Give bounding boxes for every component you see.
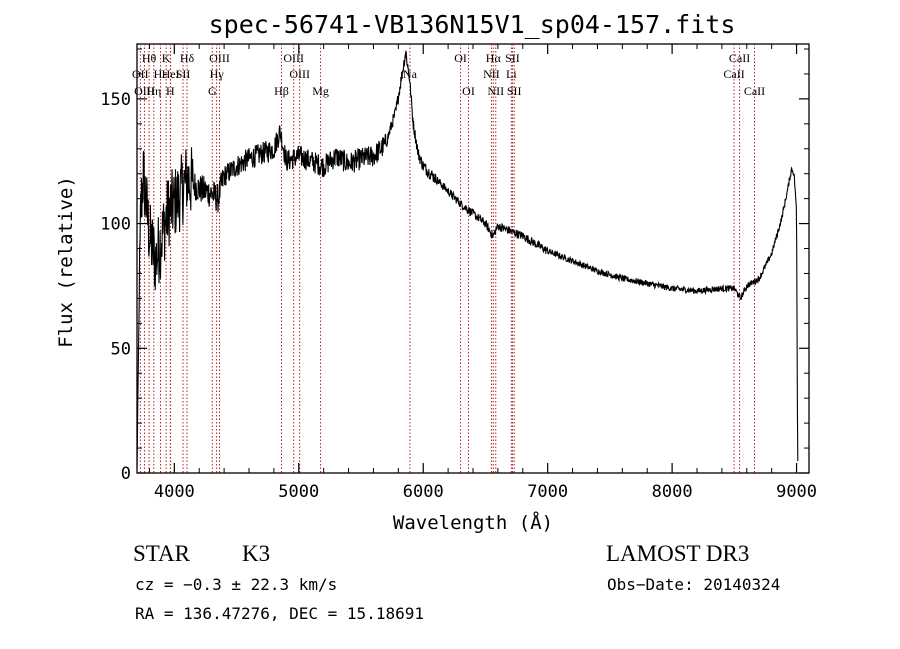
line-marker-label: OIII	[289, 67, 310, 81]
line-marker-label: Hθ	[142, 51, 157, 65]
line-marker-label: G	[208, 84, 217, 98]
object-subclass: K3	[242, 541, 270, 566]
y-axis-label: Flux (relative)	[55, 176, 77, 348]
line-marker-label: Hη	[146, 84, 161, 98]
y-tick-label: 150	[100, 90, 131, 110]
line-marker-label: OIII	[209, 51, 230, 65]
line-marker-label: NII	[483, 67, 500, 81]
line-marker-label: Mg	[312, 84, 329, 98]
line-marker-label: Li	[506, 67, 517, 81]
line-marker-label: OIII	[134, 84, 155, 98]
x-tick-label: 9000	[776, 482, 817, 502]
x-tick-label: 4000	[154, 482, 195, 502]
object-class: STAR	[133, 541, 191, 566]
line-marker-label: Hγ	[210, 67, 225, 81]
x-tick-label: 6000	[403, 482, 444, 502]
obs-date-text: Obs−Date: 20140324	[607, 575, 780, 594]
line-marker-label: CaII	[744, 84, 765, 98]
x-tick-label: 7000	[527, 482, 568, 502]
line-marker-label: Hε	[154, 67, 168, 81]
y-tick-label: 0	[121, 464, 131, 484]
line-marker-label: SII	[176, 67, 191, 81]
line-marker-label: NII	[487, 84, 504, 98]
line-marker-label: Hβ	[274, 84, 289, 98]
x-tick-label: 5000	[278, 482, 319, 502]
line-marker-label: HeI	[162, 67, 180, 81]
x-axis-label: Wavelength (Å)	[393, 511, 553, 534]
line-marker-label: CaII	[729, 51, 750, 65]
line-marker-label: H	[166, 84, 175, 98]
coordinates-text: RA = 136.47276, DEC = 15.18691	[135, 604, 424, 623]
line-marker-label: K	[162, 51, 171, 65]
y-axis-ticks: 0 50 100 150	[100, 48, 809, 484]
y-tick-label: 100	[100, 215, 131, 235]
line-marker-label: OI	[454, 51, 467, 65]
redshift-text: cz = −0.3 ± 22.3 km/s	[135, 575, 337, 594]
line-markers-group	[139, 44, 755, 473]
line-marker-label: CaII	[723, 67, 744, 81]
line-marker-label: OI	[462, 84, 475, 98]
y-tick-label: 50	[111, 339, 131, 359]
line-marker-label: Hδ	[180, 51, 195, 65]
x-tick-label: 8000	[652, 482, 693, 502]
line-marker-label: Na	[403, 67, 418, 81]
plot-frame	[136, 43, 810, 474]
survey-label: LAMOST DR3	[606, 541, 749, 566]
spectrum-line	[136, 50, 799, 468]
line-marker-label: Hα	[486, 51, 502, 65]
x-axis-ticks: 4000 5000 6000 7000 8000 9000	[148, 44, 817, 502]
line-marker-label: OIII	[283, 51, 304, 65]
line-marker-label: SII	[507, 84, 522, 98]
chart-title: spec-56741-VB136N15V1_sp04-157.fits	[209, 10, 736, 39]
line-marker-label: SII	[505, 51, 520, 65]
